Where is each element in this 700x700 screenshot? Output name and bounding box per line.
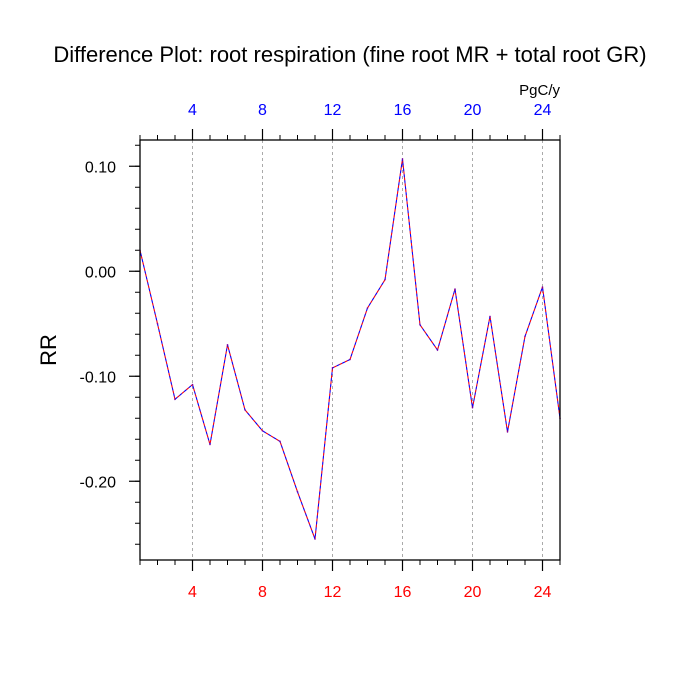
series-layer: [139, 158, 561, 540]
data-point: [244, 409, 246, 411]
data-point: [191, 383, 194, 386]
y-axis-label: RR: [36, 334, 61, 366]
data-point: [349, 358, 351, 361]
x-tick-label-top: 8: [258, 102, 267, 119]
minor-ticks: [135, 135, 561, 565]
x-tick-label-top: 4: [188, 102, 197, 119]
data-point: [524, 335, 526, 338]
x-tick-label-bottom: 20: [464, 584, 482, 601]
data-point: [419, 324, 421, 326]
data-point: [156, 322, 159, 325]
x-tick-label-bottom: 12: [324, 584, 342, 601]
data-point: [226, 343, 229, 346]
data-point: [209, 443, 211, 446]
data-point: [331, 367, 334, 369]
data-point: [314, 538, 316, 540]
data-point: [384, 278, 386, 281]
y-tick-label: 0.00: [85, 264, 116, 281]
series-line-dash-red: [139, 158, 561, 540]
y-tick-label: 0.10: [85, 159, 116, 176]
x-tick-label-top: 12: [324, 102, 342, 119]
data-point: [541, 286, 544, 288]
x-tick-label-top: 24: [534, 102, 552, 119]
y-tick-label: -0.10: [80, 369, 117, 386]
data-point: [471, 406, 474, 409]
data-point: [506, 431, 509, 433]
chart-title: Difference Plot: root respiration (fine …: [53, 42, 646, 67]
data-point: [436, 349, 439, 351]
data-point: [454, 288, 456, 290]
data-point: [296, 490, 299, 493]
y-tick-labels: 0.10 0.00 -0.10 -0.20: [80, 159, 117, 491]
data-point: [261, 430, 264, 432]
data-point: [401, 158, 404, 160]
major-ticks: [129, 129, 544, 571]
x-tick-label-bottom: 8: [258, 584, 267, 601]
plot-frame: [139, 139, 561, 561]
x-tick-label-bottom: 16: [394, 584, 412, 601]
x-tick-label-bottom: 24: [534, 584, 552, 601]
series-line-dash-blue: [139, 158, 561, 540]
data-point: [489, 315, 491, 318]
x-tick-label-top: 16: [394, 102, 412, 119]
data-point: [366, 307, 369, 309]
units-label: PgC/y: [519, 82, 560, 99]
data-point: [174, 398, 176, 401]
x-tick-labels: 4 4 8 8 12 12 16 16 20 20 24 24: [188, 102, 551, 601]
y-tick-label: -0.20: [80, 474, 117, 491]
series-line: [139, 158, 561, 540]
data-point: [279, 440, 281, 443]
x-tick-label-bottom: 4: [188, 584, 197, 601]
gridlines: [192, 140, 543, 560]
x-tick-label-top: 20: [464, 102, 482, 119]
